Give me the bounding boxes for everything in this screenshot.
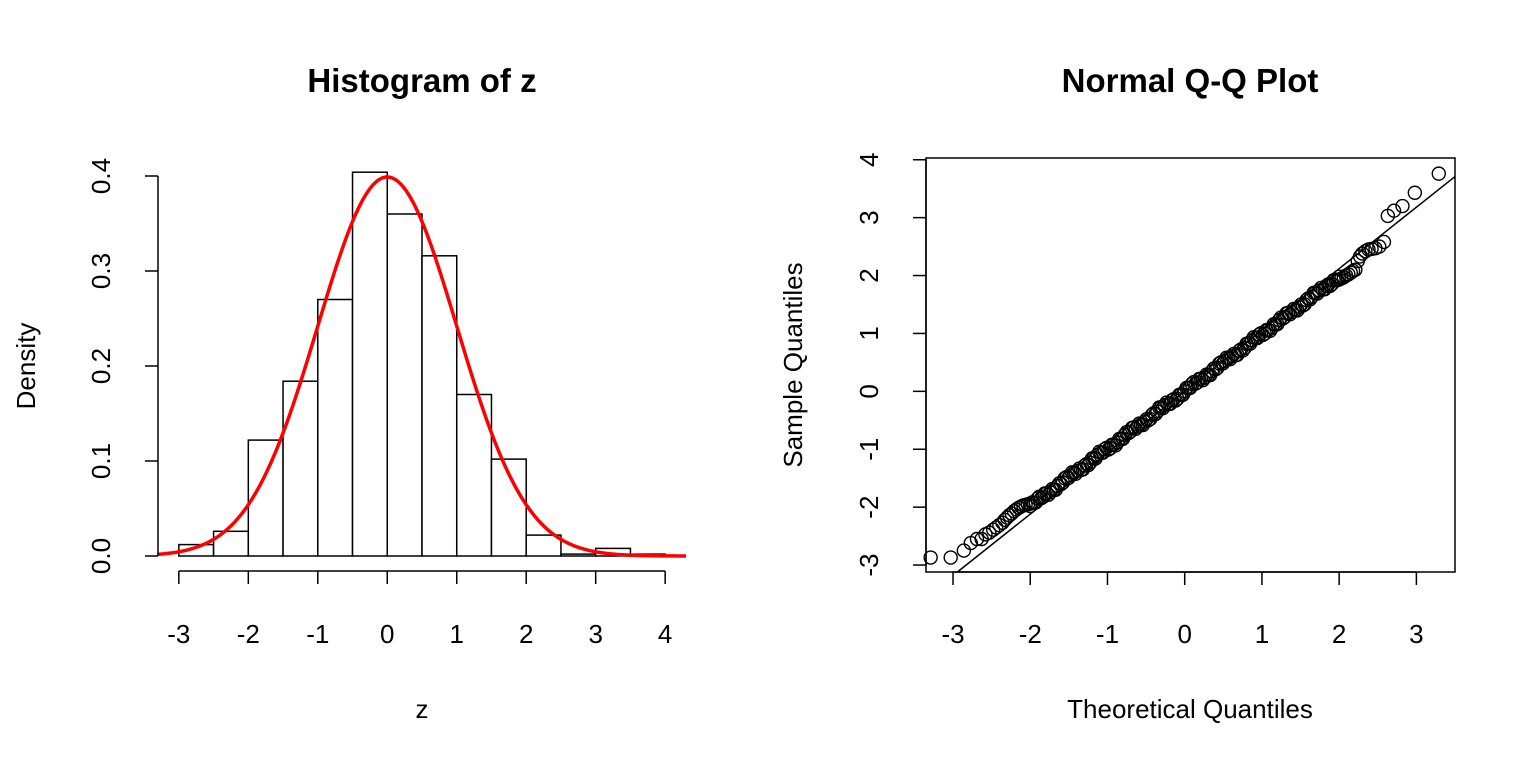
qq-point (1386, 203, 1402, 218)
qq-y-tick-label: 1 (854, 326, 884, 340)
qq-y-tick-label: -2 (854, 496, 884, 519)
histogram-x-tick-label: -1 (306, 619, 329, 649)
histogram-x-axis: -3 -2 -1 0 1 2 3 4 (167, 570, 672, 649)
histogram-x-tick-label: 3 (588, 619, 602, 649)
qq-panel: Normal Q-Q Plot Theoretical Quantiles Sa… (778, 62, 1456, 724)
qq-x-axis: -3 -2 -1 0 1 2 3 (941, 571, 1424, 649)
histogram-bar (421, 255, 458, 557)
density-curve-layer (157, 175, 686, 558)
histogram-x-tick-label: 1 (450, 619, 464, 649)
histogram-bar (317, 298, 354, 557)
qq-point (1431, 166, 1446, 181)
histogram-title: Histogram of z (307, 62, 536, 99)
histogram-bar (351, 171, 389, 557)
qq-y-axis-label: Sample Quantiles (778, 262, 808, 467)
qq-point (1372, 239, 1387, 254)
histogram-bar (282, 380, 319, 557)
histogram-x-axis-label: z (416, 694, 429, 724)
qq-x-tick-label: 0 (1177, 619, 1191, 649)
qq-point (1395, 198, 1410, 214)
histogram-x-tick-label: 0 (380, 619, 394, 649)
qq-x-tick-label: -2 (1019, 619, 1042, 649)
histogram-bars (178, 171, 666, 557)
histogram-y-tick-label: 0.0 (86, 538, 116, 574)
histogram-x-tick-label: 4 (658, 619, 672, 649)
qq-x-tick-label: -3 (941, 619, 964, 649)
qq-point (1284, 304, 1300, 320)
histogram-x-tick-label: -2 (237, 619, 260, 649)
qq-title: Normal Q-Q Plot (1062, 62, 1319, 99)
qq-point (923, 550, 938, 565)
histogram-x-tick-label: 2 (519, 619, 533, 649)
qq-point (1101, 442, 1116, 457)
qq-point (1130, 419, 1145, 434)
qq-y-tick-label: -3 (854, 553, 884, 576)
histogram-y-axis-label: Density (11, 323, 41, 410)
qq-point (1407, 185, 1423, 200)
histogram-y-tick-label: 0.4 (86, 158, 116, 194)
histogram-y-tick-label: 0.2 (86, 348, 116, 384)
qq-y-axis: -3 -2 -1 0 1 2 3 4 (854, 153, 927, 577)
histogram-panel: Histogram of z z Density -3 -2 -1 0 1 2 3 4 0.0… (11, 62, 686, 724)
qq-point (1352, 249, 1368, 264)
qq-y-tick-label: 2 (854, 268, 884, 282)
qq-y-tick-label: 3 (854, 210, 884, 224)
histogram-bar (525, 534, 562, 557)
qq-point (1376, 234, 1392, 250)
histogram-x-tick-label: -3 (167, 619, 190, 649)
qq-y-tick-label: -1 (854, 438, 884, 461)
histogram-bar (386, 213, 423, 557)
qq-point (969, 531, 985, 547)
qq-y-tick-label: 0 (854, 384, 884, 398)
qq-point (1348, 262, 1363, 277)
qq-points (923, 166, 1446, 565)
qq-point (943, 550, 958, 565)
histogram-bar (560, 553, 597, 557)
qq-point (1255, 327, 1271, 343)
histogram-y-axis: 0.0 0.1 0.2 0.3 0.4 (86, 158, 159, 574)
density-curve (157, 175, 686, 558)
histogram-y-tick-label: 0.3 (86, 253, 116, 289)
qq-x-tick-label: 2 (1332, 619, 1346, 649)
qq-point (992, 517, 1007, 533)
qq-y-tick-label: 4 (854, 153, 884, 167)
qq-point (956, 543, 972, 558)
qq-x-tick-label: 3 (1409, 619, 1423, 649)
qq-x-tick-label: -1 (1096, 619, 1119, 649)
qq-x-tick-label: 1 (1255, 619, 1269, 649)
histogram-y-tick-label: 0.1 (86, 443, 116, 479)
qq-point (1358, 244, 1373, 259)
qq-x-axis-label: Theoretical Quantiles (1067, 694, 1313, 724)
